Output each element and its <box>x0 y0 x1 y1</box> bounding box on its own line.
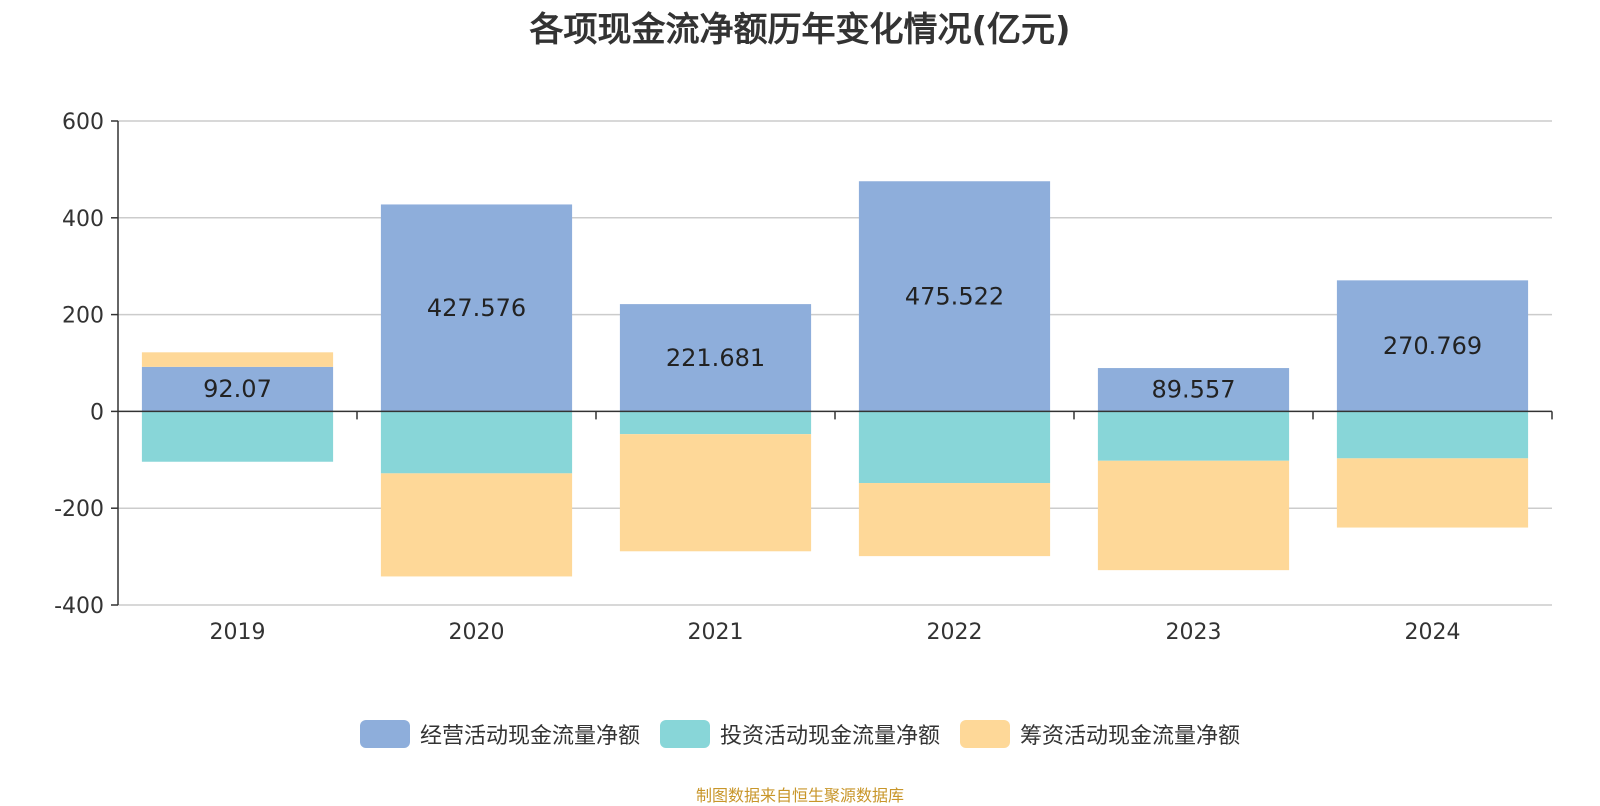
legend-swatch <box>359 720 410 748</box>
y-tick-label: 600 <box>62 110 104 135</box>
bar-2021 <box>619 304 812 412</box>
legend-item[interactable]: 投资活动现金流量净额 <box>659 718 940 750</box>
legend-item[interactable]: 筹资活动现金流量净额 <box>960 718 1240 750</box>
data-label: 92.07 <box>203 375 272 403</box>
bar-2023 <box>1097 368 1290 412</box>
bar-2022 <box>858 483 1051 557</box>
x-tick-label: 2023 <box>1166 620 1222 645</box>
x-tick-label: 2022 <box>927 620 983 645</box>
bar-2020 <box>380 204 573 412</box>
legend-swatch <box>960 720 1010 748</box>
legend-swatch <box>659 720 710 748</box>
chart-title: 各项现金流净额历年变化情况(亿元) <box>529 10 1071 50</box>
y-tick-label: 0 <box>90 400 104 425</box>
bar-2024 <box>1336 458 1529 528</box>
legend-item[interactable]: 经营活动现金流量净额 <box>359 718 640 750</box>
bar-2023 <box>1097 460 1290 571</box>
bar-2020 <box>380 411 573 474</box>
data-label: 475.522 <box>905 282 1004 310</box>
bar-2019 <box>141 352 334 367</box>
bar-2024 <box>1336 280 1529 412</box>
bar-2020 <box>380 473 573 577</box>
legend-label: 经营活动现金流量净额 <box>419 724 640 749</box>
data-label: 89.557 <box>1152 376 1236 404</box>
y-tick-label: -200 <box>54 497 104 522</box>
bar-2021 <box>619 411 812 435</box>
y-tick-label: -400 <box>54 594 104 619</box>
bar-2022 <box>858 181 1051 412</box>
data-label: 270.769 <box>1383 332 1482 360</box>
y-tick-label: 200 <box>62 304 104 329</box>
legend-label: 筹资活动现金流量净额 <box>1020 724 1241 749</box>
legend: 经营活动现金流量净额 投资活动现金流量净额 筹资活动现金流量净额 <box>0 718 1600 750</box>
legend-label: 投资活动现金流量净额 <box>719 724 940 749</box>
x-tick-label: 2019 <box>210 620 266 645</box>
y-tick-label: 400 <box>62 207 104 232</box>
bar-2022 <box>858 411 1051 484</box>
bar-2023 <box>1097 411 1290 461</box>
bar-2024 <box>1336 411 1529 459</box>
data-label: 221.681 <box>666 344 765 372</box>
bar-2021 <box>619 434 812 552</box>
data-label: 427.576 <box>427 294 526 322</box>
source-note: 制图数据来自恒生聚源数据库 <box>695 786 904 805</box>
x-tick-label: 2021 <box>688 620 744 645</box>
x-tick-label: 2020 <box>449 620 505 645</box>
bar-2019 <box>141 411 334 462</box>
bar-2019 <box>141 366 334 412</box>
x-tick-label: 2024 <box>1405 620 1461 645</box>
